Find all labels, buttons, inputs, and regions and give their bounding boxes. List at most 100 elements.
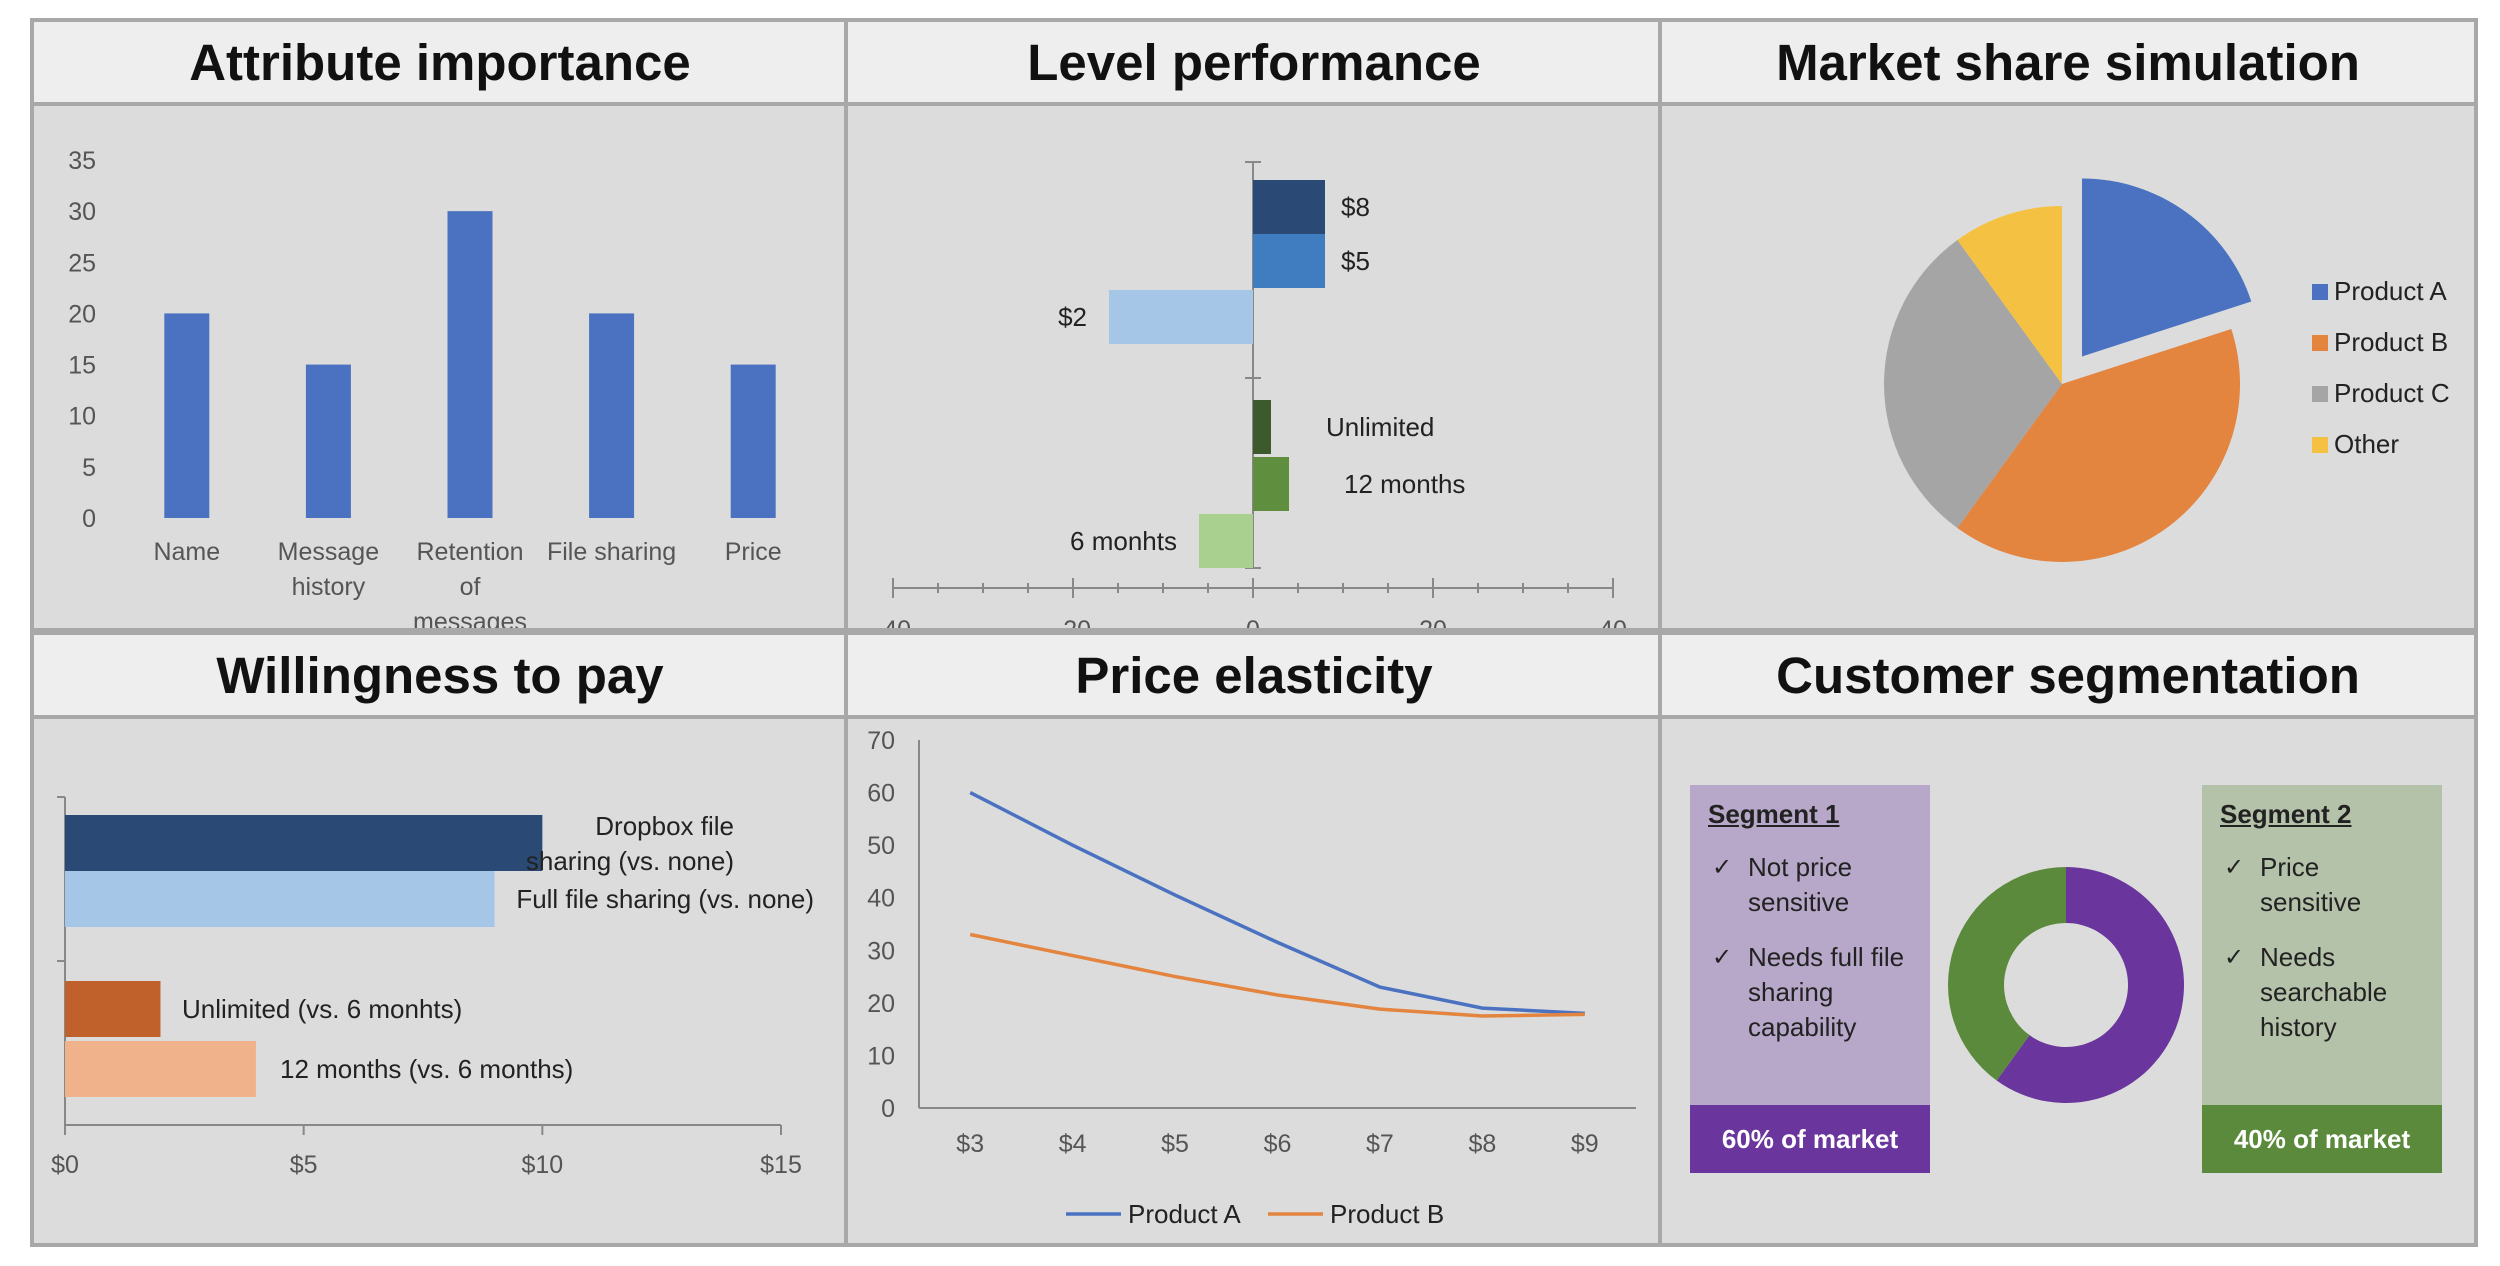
x-tick-label: $8 bbox=[1468, 1130, 1496, 1158]
bar-label: Unlimited (vs. 6 monhts) bbox=[182, 994, 462, 1024]
x-tick-label: File sharing bbox=[547, 538, 676, 566]
y-tick-label: 0 bbox=[881, 1095, 895, 1123]
bar bbox=[65, 815, 543, 871]
y-tick-label: 30 bbox=[867, 937, 895, 965]
bar bbox=[1199, 514, 1253, 568]
pie-slice bbox=[2081, 178, 2252, 357]
level-performance-title: Level performance bbox=[848, 22, 1660, 106]
bar bbox=[1253, 180, 1325, 234]
segment-2-item-text: Price sensitive bbox=[2260, 852, 2362, 917]
segmentation-donut-chart bbox=[1948, 867, 2184, 1103]
x-tick-label: Price bbox=[725, 538, 782, 566]
segment-2-item: ✓ Needs searchable history bbox=[2224, 940, 2432, 1045]
x-tick-label: $0 bbox=[51, 1151, 79, 1179]
willingness-chart: $0 $5 $10 $15 Dropbox file sharing (vs. none)… bbox=[51, 796, 814, 1179]
legend-label: Other bbox=[2334, 429, 2399, 459]
bar-label: 6 monhts bbox=[1070, 526, 1177, 556]
bar-label: Unlimited bbox=[1326, 412, 1434, 442]
bar-label: 12 months bbox=[1344, 469, 1465, 499]
attribute-importance-panel: Attribute importance 0 5 10 15 20 25 30 35 Name M… bbox=[30, 18, 850, 632]
legend-swatch bbox=[2312, 284, 2328, 300]
legend-label: Product A bbox=[2334, 276, 2447, 306]
segmentation-title: Customer segmentation bbox=[1662, 635, 2474, 719]
y-tick-label: 20 bbox=[68, 300, 96, 328]
x-tick-label: $3 bbox=[956, 1130, 984, 1158]
x-tick-label: $7 bbox=[1366, 1130, 1394, 1158]
segment-2-share: 40% of market bbox=[2202, 1105, 2442, 1173]
willingness-title: Willingness to pay bbox=[34, 635, 846, 719]
price-elasticity-title: Price elasticity bbox=[848, 635, 1660, 719]
bar bbox=[1253, 457, 1289, 511]
x-tick-label: 0 bbox=[1246, 616, 1260, 628]
y-tick-label: 70 bbox=[867, 727, 895, 755]
x-tick-label: $15 bbox=[760, 1151, 802, 1179]
y-tick-label: 5 bbox=[82, 454, 96, 482]
x-tick-label: Message history bbox=[278, 538, 379, 601]
checkmark-icon: ✓ bbox=[1712, 853, 1733, 881]
market-share-title: Market share simulation bbox=[1662, 22, 2474, 106]
checkmark-icon: ✓ bbox=[2224, 853, 2245, 881]
segment-2-title: Segment 2 bbox=[2220, 799, 2352, 829]
bar bbox=[65, 1041, 256, 1097]
segment-1-title: Segment 1 bbox=[1708, 799, 1840, 829]
x-tick-label: $6 bbox=[1264, 1130, 1292, 1158]
donut-slice bbox=[1948, 867, 2066, 1081]
bar-label: 12 months (vs. 6 months) bbox=[280, 1054, 573, 1084]
bar bbox=[1109, 290, 1253, 344]
price-elasticity-chart: 0 10 20 30 40 50 60 70 $3 $4 $5 $6 $7 $8 $9 Product A Pr… bbox=[867, 727, 1636, 1229]
series-line bbox=[969, 791, 1585, 1016]
pie-slice bbox=[1884, 239, 2062, 529]
segmentation-panel: Customer segmentation Segment 1 ✓ Not pri… bbox=[1658, 631, 2478, 1247]
x-tick-label: 40 bbox=[1599, 616, 1627, 628]
x-tick-label: 20 bbox=[1419, 616, 1447, 628]
pie-slice bbox=[1957, 328, 2240, 562]
bar-label: Full file sharing (vs. none) bbox=[516, 884, 814, 914]
bar bbox=[65, 871, 495, 927]
y-tick-label: 0 bbox=[82, 505, 96, 533]
legend-swatch bbox=[2312, 437, 2328, 453]
pie-slice bbox=[1957, 206, 2062, 384]
y-tick-label: 50 bbox=[867, 832, 895, 860]
checkmark-icon: ✓ bbox=[2224, 943, 2245, 971]
price-elasticity-panel: Price elasticity 0 10 20 30 40 50 60 70 $3 $4 $5 $6… bbox=[844, 631, 1664, 1247]
y-tick-label: 25 bbox=[68, 249, 96, 277]
x-tick-label: $10 bbox=[521, 1151, 563, 1179]
x-tick-label: $4 bbox=[1059, 1130, 1087, 1158]
y-tick-label: 10 bbox=[68, 403, 96, 431]
level-performance-panel: Level performance -40 -20 0 20 40 $8 $5 $2 Unlim… bbox=[844, 18, 1664, 632]
y-tick-label: 15 bbox=[68, 352, 96, 380]
legend-label: Product B bbox=[2334, 327, 2448, 357]
x-tick-label: $5 bbox=[290, 1151, 318, 1179]
bar bbox=[164, 313, 210, 518]
willingness-panel: Willingness to pay $0 $5 $10 $15 Dropbox fil… bbox=[30, 631, 850, 1247]
legend-label: Product B bbox=[1330, 1199, 1444, 1229]
segment-1-item-text: Not price sensitive bbox=[1748, 852, 1853, 917]
segment-1-item-text: Needs full file sharing capability bbox=[1748, 942, 1905, 1042]
x-tick-label: -40 bbox=[875, 616, 911, 628]
market-share-panel: Market share simulation Product A Product… bbox=[1658, 18, 2478, 632]
segment-1-item: ✓ Not price sensitive bbox=[1712, 850, 1920, 920]
y-tick-label: 40 bbox=[867, 885, 895, 913]
market-share-chart: Product A Product B Product C Other bbox=[1884, 178, 2450, 562]
y-tick-label: 30 bbox=[68, 198, 96, 226]
level-performance-chart: -40 -20 0 20 40 $8 $5 $2 Unlimited 12 months 6 mon… bbox=[875, 161, 1627, 628]
segment-2-item-text: Needs searchable history bbox=[2260, 942, 2388, 1042]
bar-label: Dropbox file sharing (vs. none) bbox=[526, 811, 734, 876]
x-tick-label: $5 bbox=[1161, 1130, 1189, 1158]
attribute-importance-chart: 0 5 10 15 20 25 30 35 Name Message history Retentio… bbox=[68, 147, 782, 628]
legend-label: Product C bbox=[2334, 378, 2450, 408]
segment-2-item: ✓ Price sensitive bbox=[2224, 850, 2432, 920]
bar bbox=[447, 211, 493, 518]
bar bbox=[589, 313, 635, 518]
attribute-importance-title: Attribute importance bbox=[34, 22, 846, 106]
y-tick-label: 60 bbox=[867, 780, 895, 808]
legend-label: Product A bbox=[1128, 1199, 1241, 1229]
x-tick-label: Name bbox=[153, 538, 220, 566]
checkmark-icon: ✓ bbox=[1712, 943, 1733, 971]
y-tick-label: 20 bbox=[867, 990, 895, 1018]
legend-swatch bbox=[2312, 335, 2328, 351]
bar bbox=[65, 981, 161, 1037]
y-tick-label: 35 bbox=[68, 147, 96, 175]
donut-slice bbox=[1996, 867, 2184, 1103]
x-tick-label: $9 bbox=[1571, 1130, 1599, 1158]
